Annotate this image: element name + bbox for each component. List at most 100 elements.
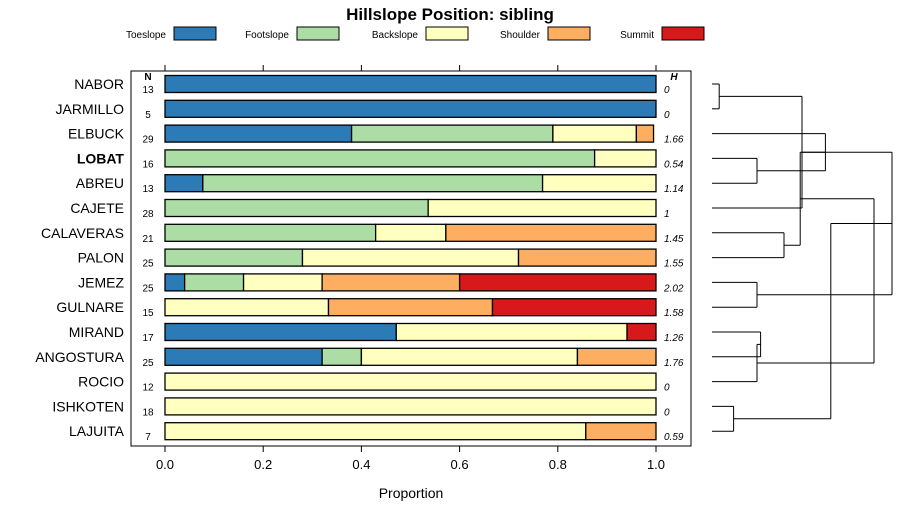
bar-segment-toeslope — [164, 99, 657, 118]
x-tick-label: 0.6 — [451, 457, 469, 472]
bar-segment-summit — [458, 273, 657, 292]
bar-segment-summit — [626, 322, 657, 342]
chart-title: Hillslope Position: sibling — [346, 5, 554, 24]
bar-segment-backslope — [593, 149, 657, 168]
row-label: MIRAND — [69, 324, 124, 340]
n-value: 28 — [142, 209, 154, 220]
bar-segment-shoulder — [517, 248, 657, 267]
n-value: 7 — [145, 432, 151, 443]
legend-label-toeslope: Toeslope — [126, 30, 166, 41]
row-rocio: ROCIO 12 0 — [78, 372, 670, 394]
bar-segment-backslope — [427, 198, 657, 218]
row-palon: PALON 25 1.55 — [78, 248, 684, 270]
x-tick-label: 1.0 — [647, 457, 665, 472]
row-label: CALAVERAS — [41, 225, 124, 241]
bar-segment-footslope — [164, 223, 377, 242]
x-tick-label: 0.2 — [254, 457, 272, 472]
bar-segment-backslope — [552, 124, 638, 143]
legend-swatch-backslope — [425, 26, 469, 41]
bar-segment-toeslope — [164, 74, 657, 94]
bar-segment-backslope — [242, 273, 323, 292]
row-cajete: CAJETE 28 1 — [70, 198, 670, 220]
n-value: 15 — [142, 308, 154, 319]
bar-segment-footslope — [350, 124, 554, 143]
h-column-header: H — [670, 72, 678, 83]
h-value: 2.02 — [663, 283, 684, 294]
h-value: 0 — [664, 383, 670, 394]
h-value: 0 — [664, 110, 670, 121]
bar-segment-toeslope — [164, 124, 353, 143]
n-value: 18 — [142, 407, 154, 418]
bar-segment-footslope — [183, 273, 245, 292]
legend-swatch-footslope — [296, 26, 340, 41]
n-value: 13 — [142, 85, 154, 96]
x-tick-label: 0.8 — [549, 457, 567, 472]
row-ishkoten: ISHKOTEN 18 0 — [52, 397, 670, 418]
h-value: 0.54 — [664, 159, 684, 170]
bar-segment-backslope — [541, 174, 657, 193]
legend-swatch-summit — [661, 26, 705, 41]
row-label: GULNARE — [56, 299, 124, 315]
n-value: 16 — [142, 159, 154, 170]
dendrogram — [712, 83, 893, 432]
bar-segment-shoulder — [327, 298, 494, 317]
bar-segment-shoulder — [576, 347, 657, 366]
row-label: ELBUCK — [68, 126, 125, 142]
bar-segment-backslope — [164, 372, 657, 391]
legend-label-shoulder: Shoulder — [500, 30, 541, 41]
bar-segment-backslope — [164, 298, 330, 317]
x-tick-label: 0.0 — [156, 457, 174, 472]
bar-segment-shoulder — [585, 422, 657, 441]
row-jarmillo: JARMILLO 5 0 — [56, 99, 670, 121]
row-lajuita: LAJUITA 7 0.59 — [69, 422, 684, 443]
h-value: 1.66 — [664, 135, 684, 146]
row-label: ISHKOTEN — [52, 398, 124, 414]
n-value: 25 — [142, 358, 154, 369]
rows: NABOR 13 0 JARMILLO 5 0 ELBUCK 29 1.66 LOBAT 16 0.5… — [35, 74, 684, 443]
row-elbuck: ELBUCK 29 1.66 — [68, 124, 684, 146]
bar-segment-toeslope — [164, 174, 204, 193]
h-value: 0.59 — [664, 432, 684, 443]
n-value: 29 — [142, 135, 154, 146]
h-value: 1.55 — [664, 259, 684, 270]
legend-swatch-shoulder — [547, 26, 591, 41]
n-value: 25 — [142, 259, 154, 270]
n-value: 13 — [142, 184, 154, 195]
row-nabor: NABOR 13 0 — [74, 74, 670, 96]
row-jemez: JEMEZ 25 2.02 — [78, 273, 684, 294]
row-label: PALON — [78, 250, 124, 266]
h-value: 0 — [664, 85, 670, 96]
row-label: LAJUITA — [69, 423, 125, 439]
h-value: 1 — [664, 209, 670, 220]
n-value: 5 — [145, 110, 151, 121]
row-label: ABREU — [76, 175, 124, 191]
h-value: 1.26 — [664, 333, 684, 344]
bar-segment-backslope — [301, 248, 520, 267]
row-label: JEMEZ — [78, 274, 124, 290]
row-label: ROCIO — [78, 374, 124, 390]
n-value: 25 — [142, 283, 154, 294]
bar-segment-backslope — [164, 422, 587, 441]
n-value: 17 — [142, 333, 154, 344]
x-axis-label: Proportion — [379, 485, 444, 501]
bar-segment-toeslope — [164, 273, 186, 292]
row-calaveras: CALAVERAS 21 1.45 — [41, 223, 684, 245]
row-lobat: LOBAT 16 0.54 — [77, 149, 684, 170]
bar-segment-shoulder — [635, 124, 655, 143]
n-value: 21 — [142, 234, 154, 245]
legend-swatch-toeslope — [173, 26, 217, 41]
h-value: 1.58 — [664, 308, 684, 319]
row-label: JARMILLO — [56, 101, 125, 117]
bar-segment-backslope — [360, 347, 579, 366]
bar-segment-toeslope — [164, 322, 397, 342]
row-label: CAJETE — [70, 200, 124, 216]
legend-label-footslope: Footslope — [245, 30, 289, 41]
legend: Toeslope Footslope Backslope Shoulder Summit — [126, 26, 705, 41]
plot-frame — [130, 70, 692, 447]
bar-segment-backslope — [395, 322, 628, 342]
bar-segment-footslope — [164, 198, 429, 218]
bar-segment-backslope — [164, 397, 657, 416]
bar-segment-footslope — [164, 149, 596, 168]
h-value: 1.14 — [664, 184, 684, 195]
